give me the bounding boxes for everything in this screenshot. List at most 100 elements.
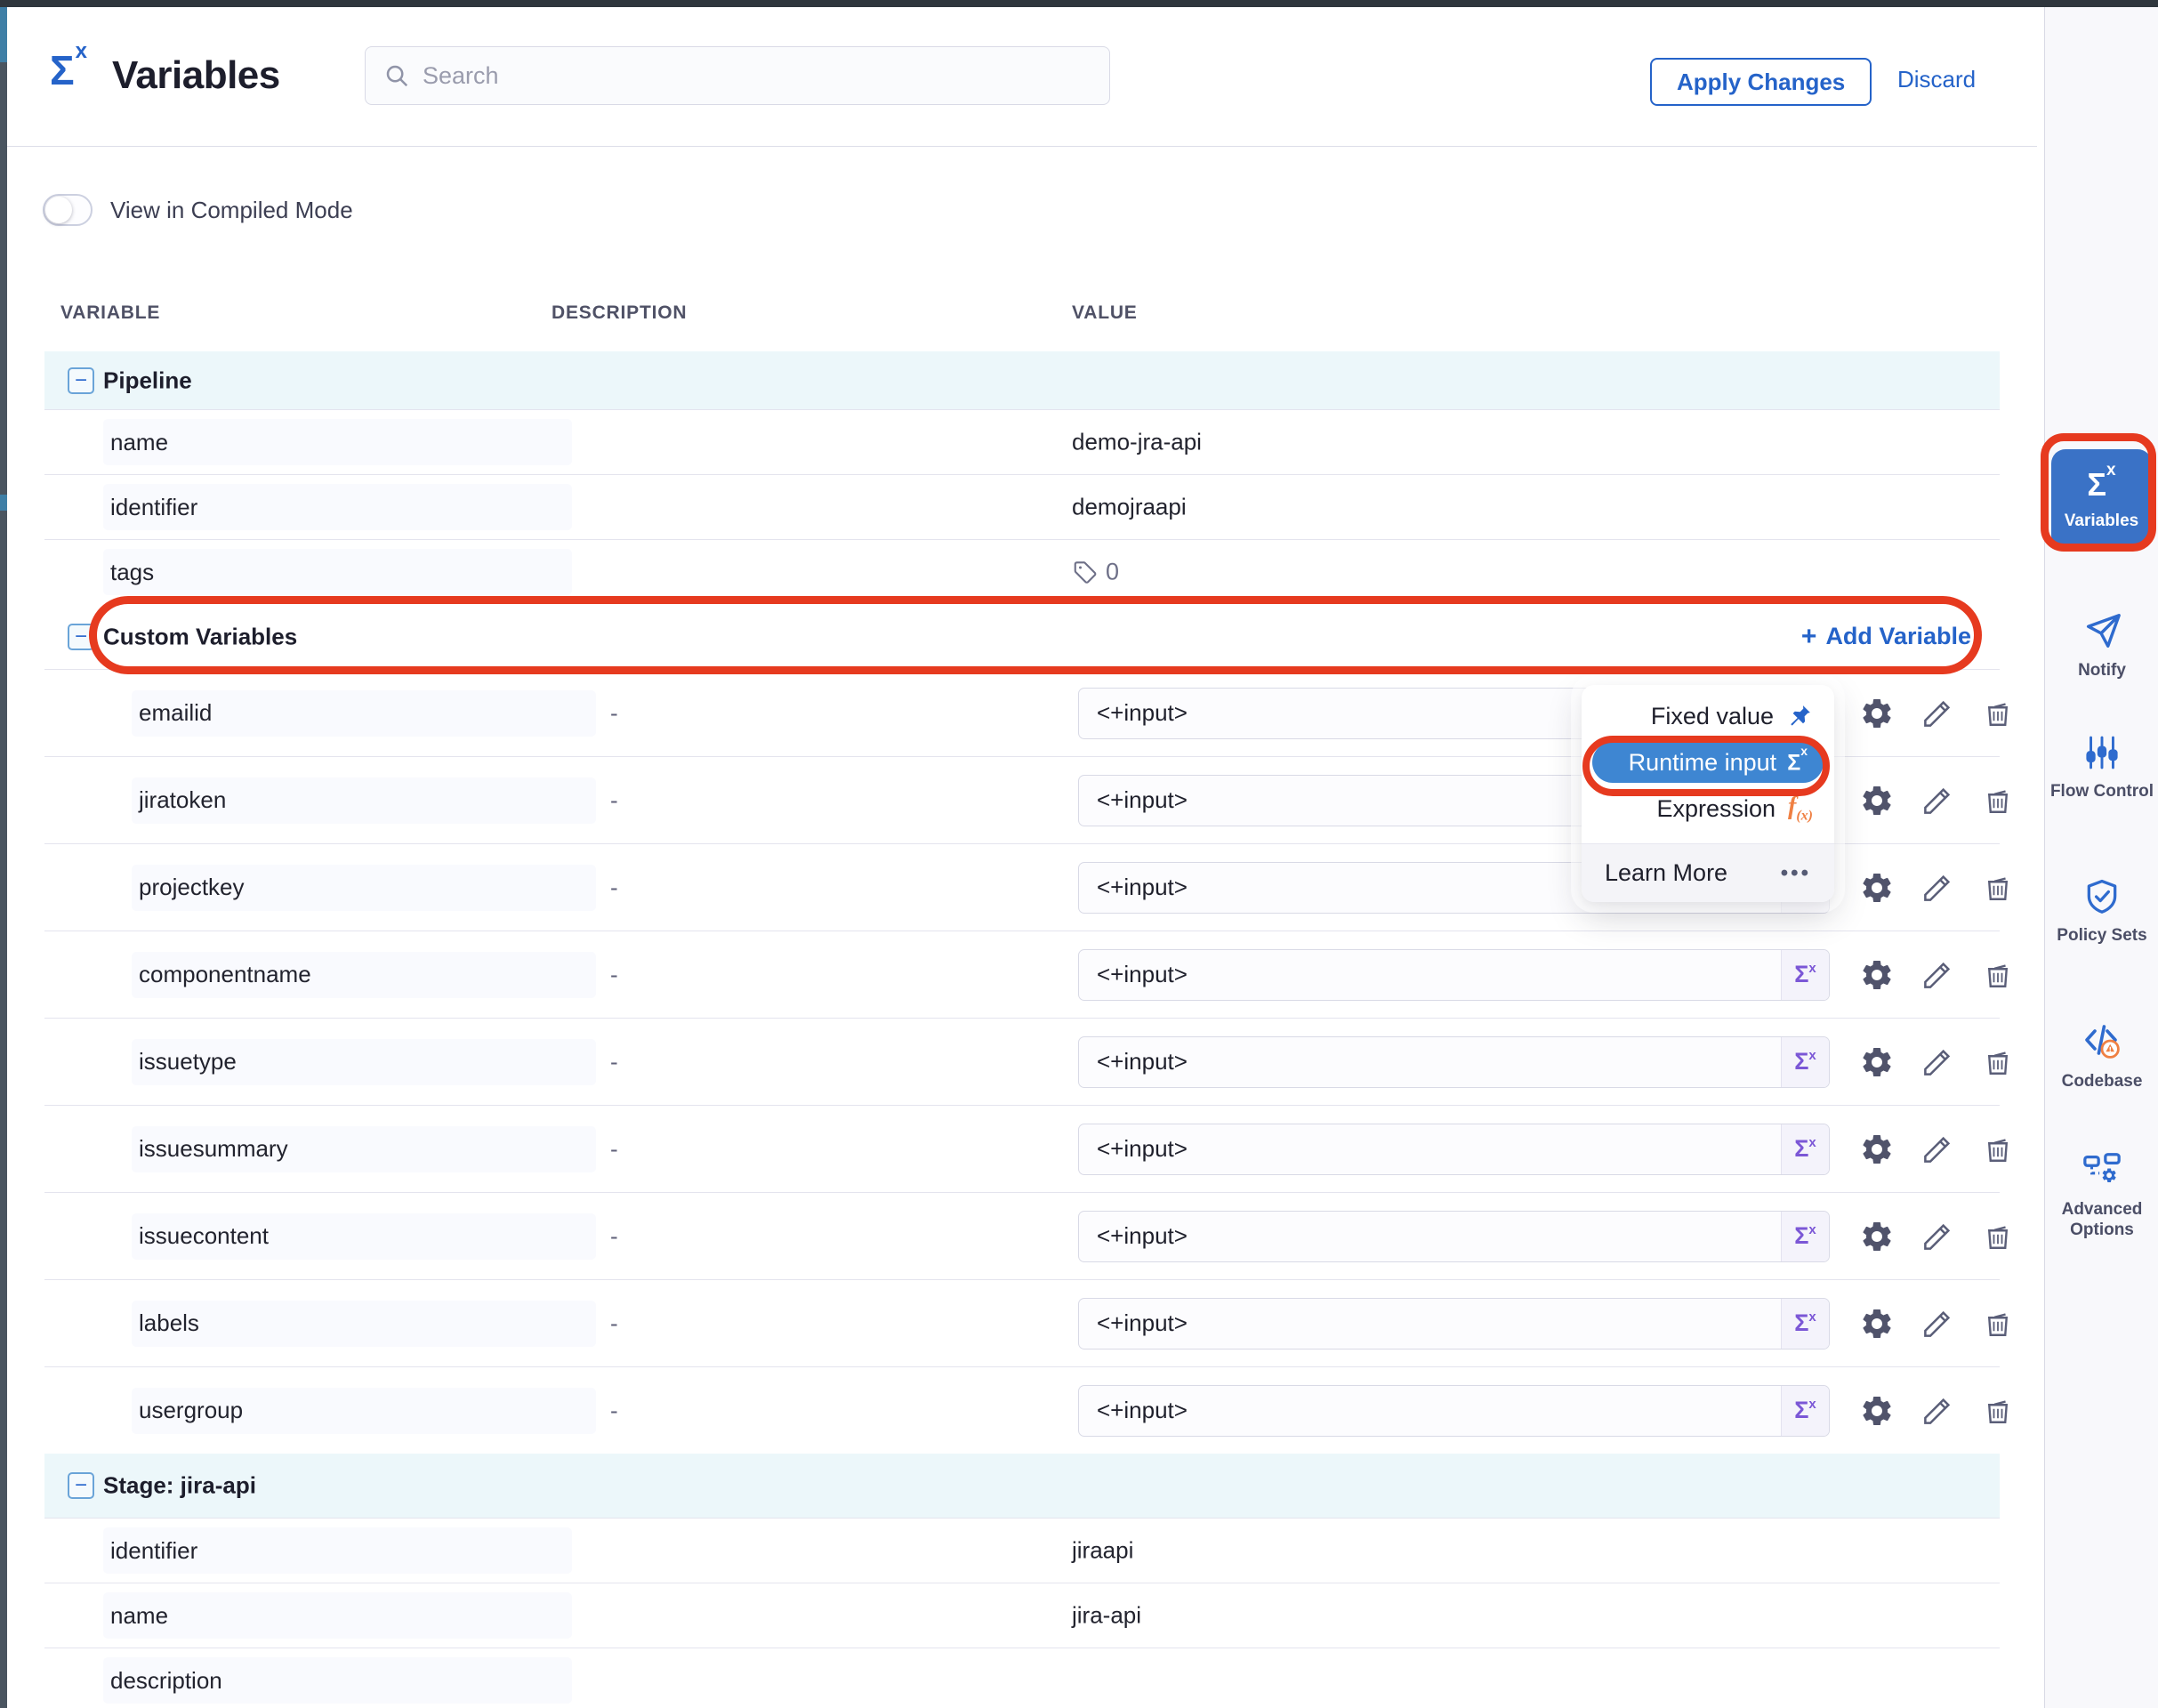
variable-description: - [610, 1397, 618, 1423]
sidebar-item-codebase[interactable]: Codebase [2045, 1019, 2158, 1092]
add-variable-button[interactable]: + Add Variable [1800, 621, 1971, 651]
code-warning-icon [2081, 1019, 2123, 1062]
delete-trash-icon[interactable] [1978, 1304, 2017, 1343]
menu-item-expression[interactable]: Expression f(x) [1656, 793, 1813, 824]
variable-description: - [610, 1048, 618, 1075]
variable-name: issuesummary [132, 1125, 596, 1172]
edit-pencil-icon[interactable] [1918, 781, 1957, 820]
edit-pencil-icon[interactable] [1918, 868, 1957, 907]
compiled-mode-label: View in Compiled Mode [110, 196, 353, 223]
delete-trash-icon[interactable] [1978, 955, 2017, 995]
compiled-mode-toggle[interactable] [43, 194, 93, 226]
variable-name: componentname [132, 951, 596, 998]
menu-item-runtime-input[interactable]: Runtime input Σx [1592, 742, 1824, 783]
variable-name: issuetype [132, 1038, 596, 1085]
settings-gear-icon[interactable] [1857, 694, 1896, 733]
apply-changes-button[interactable]: Apply Changes [1650, 58, 1872, 106]
delete-trash-icon[interactable] [1978, 868, 2017, 907]
flowchart-gear-icon [2082, 1149, 2122, 1190]
delete-trash-icon[interactable] [1978, 1391, 2017, 1430]
right-sidebar: Σx Variables Notify Flow Control Policy … [2044, 7, 2158, 1708]
sidebar-item-policy-sets[interactable]: Policy Sets [2045, 877, 2158, 946]
settings-gear-icon[interactable] [1857, 781, 1896, 820]
edit-pencil-icon[interactable] [1918, 955, 1957, 995]
window-top-edge [0, 0, 2158, 7]
variable-name: identifier [103, 1527, 572, 1574]
menu-item-fixed-value[interactable]: Fixed value [1582, 694, 1834, 738]
table-row: description [44, 1648, 2000, 1708]
collapse-icon[interactable]: − [68, 623, 94, 650]
settings-gear-icon[interactable] [1857, 868, 1896, 907]
row-actions [1857, 1304, 2017, 1343]
variable-name: description [103, 1657, 572, 1704]
edit-pencil-icon[interactable] [1918, 694, 1957, 733]
plus-icon: + [1800, 621, 1817, 651]
row-actions [1857, 1043, 2017, 1082]
settings-gear-icon[interactable] [1857, 955, 1896, 995]
discard-button[interactable]: Discard [1897, 66, 1977, 93]
section-title: Custom Variables [103, 623, 298, 649]
delete-trash-icon[interactable] [1978, 694, 2017, 733]
delete-trash-icon[interactable] [1978, 781, 2017, 820]
ellipsis-icon: ••• [1780, 860, 1811, 885]
collapse-icon[interactable]: − [68, 367, 94, 394]
sidebar-item-advanced-options[interactable]: Advanced Options [2045, 1149, 2158, 1240]
search-input[interactable] [423, 61, 1091, 90]
row-actions [1857, 1391, 2017, 1430]
collapse-icon[interactable]: − [68, 1472, 94, 1499]
column-header-description: DESCRIPTION [552, 302, 688, 323]
variable-name: issuecontent [132, 1213, 596, 1260]
variable-name: labels [132, 1300, 596, 1347]
menu-item-learn-more[interactable]: Learn More ••• [1582, 843, 1834, 902]
variable-description: - [610, 1309, 618, 1336]
section-title: Pipeline [103, 367, 192, 393]
settings-gear-icon[interactable] [1857, 1043, 1896, 1082]
delete-trash-icon[interactable] [1978, 1043, 2017, 1082]
edit-pencil-icon[interactable] [1918, 1217, 1957, 1256]
sidebar-item-variables[interactable]: Σx Variables [2051, 449, 2152, 550]
column-header-value: VALUE [1072, 302, 1138, 323]
panel-header: Σx Variables Apply Changes Discard [7, 7, 2037, 147]
variables-sigma-icon: Σx [50, 38, 87, 93]
settings-gear-icon[interactable] [1857, 1391, 1896, 1430]
sidebar-item-notify[interactable]: Notify [2045, 610, 2158, 681]
table-row: identifier demojraapi [44, 474, 2000, 539]
edit-pencil-icon[interactable] [1918, 1130, 1957, 1169]
background-page-sliver [0, 7, 7, 1708]
row-actions [1857, 1217, 2017, 1256]
edit-pencil-icon[interactable] [1918, 1043, 1957, 1082]
row-actions [1857, 955, 2017, 995]
edit-pencil-icon[interactable] [1918, 1391, 1957, 1430]
variable-name: name [103, 419, 572, 465]
delete-trash-icon[interactable] [1978, 1217, 2017, 1256]
variable-description: - [610, 961, 618, 987]
sidebar-item-flow-control[interactable]: Flow Control [2045, 733, 2158, 802]
edit-pencil-icon[interactable] [1918, 1304, 1957, 1343]
table-row: name jira-api [44, 1583, 2000, 1648]
section-title: Stage: jira-api [103, 1471, 256, 1499]
section-header-custom-variables: − Custom Variables + Add Variable [44, 604, 2000, 669]
variable-description: - [610, 1222, 618, 1249]
pin-icon [1786, 703, 1813, 729]
settings-gear-icon[interactable] [1857, 1130, 1896, 1169]
delete-trash-icon[interactable] [1978, 1130, 2017, 1169]
variable-description: - [610, 699, 618, 726]
settings-gear-icon[interactable] [1857, 1304, 1896, 1343]
settings-gear-icon[interactable] [1857, 1217, 1896, 1256]
search-box[interactable] [365, 46, 1110, 105]
fx-icon: f(x) [1788, 793, 1813, 824]
